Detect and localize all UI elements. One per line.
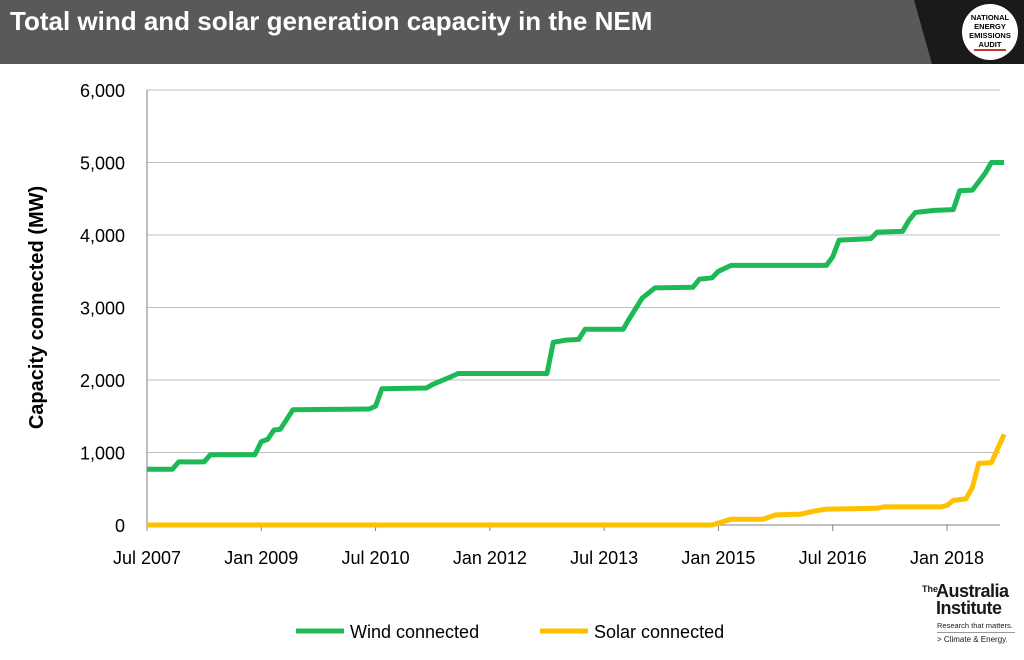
legend-label-solar: Solar connected — [594, 622, 724, 642]
x-tick-label: Jan 2015 — [681, 548, 755, 568]
national-energy-emissions-audit-logo: NATIONAL ENERGY EMISSIONS AUDIT — [962, 4, 1018, 60]
chart-header-bar: Total wind and solar generation capacity… — [0, 0, 1024, 64]
legend-label-wind: Wind connected — [350, 622, 479, 642]
capacity-line-chart: 0 1,000 2,000 3,000 4,000 5,000 6,000 Jul 2007 J… — [26, 81, 1007, 642]
y-tick-label: 4,000 — [80, 226, 125, 246]
y-tick-label: 1,000 — [80, 444, 125, 464]
solar-series-line — [147, 433, 1007, 528]
y-tick-label: 6,000 — [80, 81, 125, 101]
x-tick-label: Jul 2013 — [570, 548, 638, 568]
wind-series-line — [147, 160, 1005, 472]
y-tick-label: 0 — [115, 516, 125, 536]
ai-logo-tagline: Research that matters. — [937, 621, 1013, 630]
x-tick-label: Jan 2009 — [224, 548, 298, 568]
y-tick-label: 5,000 — [80, 154, 125, 174]
y-axis-label: Capacity connected (MW) — [26, 186, 48, 429]
logo-panel-edge — [914, 0, 932, 64]
y-tick-label: 3,000 — [80, 299, 125, 319]
x-tick-label: Jul 2016 — [799, 548, 867, 568]
logo-line-4: AUDIT — [978, 40, 1002, 49]
logo-panel: NATIONAL ENERGY EMISSIONS AUDIT — [932, 0, 1024, 64]
x-tick-label: Jan 2012 — [453, 548, 527, 568]
logo-line-2: ENERGY — [974, 22, 1006, 31]
x-tick-label: Jul 2010 — [342, 548, 410, 568]
y-tick-label: 2,000 — [80, 371, 125, 391]
ai-logo-name-line1: Australia — [936, 581, 1009, 601]
chart-title: Total wind and solar generation capacity… — [10, 6, 653, 36]
logo-underline — [974, 49, 1006, 51]
ai-logo-divider — [937, 632, 1015, 633]
x-tick-label: Jan 2018 — [910, 548, 984, 568]
ai-logo-name-line2: Institute — [936, 598, 1002, 618]
ai-logo-subtitle: > Climate & Energy. — [937, 635, 1008, 644]
x-tick-label: Jul 2007 — [113, 548, 181, 568]
ai-logo-the: The — [922, 584, 939, 594]
logo-line-1: NATIONAL — [970, 13, 1010, 22]
logo-line-3: EMISSIONS — [969, 31, 1011, 40]
australia-institute-logo: The Australia Institute Research that ma… — [918, 580, 1022, 658]
